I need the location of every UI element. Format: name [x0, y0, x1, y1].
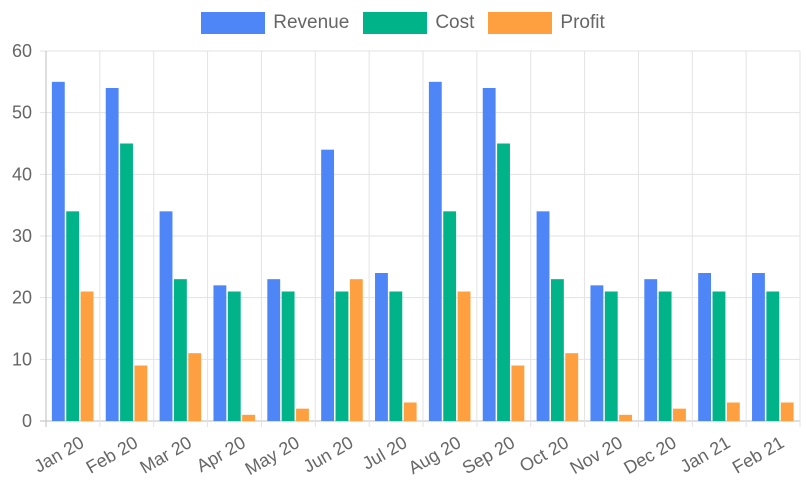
legend-swatch-profit — [488, 12, 553, 34]
bar-cost — [335, 291, 349, 421]
bar-revenue — [267, 279, 281, 421]
bar-profit — [134, 365, 148, 421]
x-tick-label: Nov 20 — [566, 432, 625, 478]
bar-revenue — [159, 211, 173, 421]
bar-cost — [604, 291, 618, 421]
y-tick-label: 30 — [12, 226, 32, 246]
y-tick-label: 50 — [12, 103, 32, 123]
x-tick-label: Jan 20 — [31, 432, 88, 476]
bar-cost — [712, 291, 726, 421]
bar-profit — [188, 353, 202, 421]
bar-profit — [296, 408, 309, 421]
bar-profit — [726, 402, 740, 421]
x-tick-label: Dec 20 — [620, 432, 679, 478]
legend-label-profit: Profit — [560, 12, 605, 33]
bar-revenue — [536, 211, 550, 421]
bar-cost — [497, 143, 510, 421]
legend-swatch-cost — [363, 12, 428, 34]
bar-revenue — [482, 88, 496, 421]
bar-revenue — [698, 273, 712, 421]
x-tick-label: Jan 21 — [677, 432, 734, 476]
legend-item-revenue[interactable]: Revenue — [201, 12, 349, 34]
bar-revenue — [105, 88, 119, 421]
bar-profit — [349, 279, 363, 421]
legend-label-revenue: Revenue — [273, 12, 350, 33]
bar-cost — [550, 279, 564, 421]
x-tick-label: May 20 — [242, 432, 303, 479]
bar-cost — [120, 143, 133, 421]
bar-cost — [766, 291, 780, 421]
y-tick-label: 40 — [12, 164, 32, 184]
x-tick-label: Sep 20 — [459, 432, 518, 478]
y-tick-label: 0 — [22, 411, 32, 431]
legend-label-cost: Cost — [435, 12, 475, 33]
bar-profit — [780, 402, 794, 421]
legend: Revenue Cost Profit — [0, 12, 806, 34]
bar-revenue — [428, 81, 442, 421]
bar-revenue — [321, 149, 335, 421]
bar-cost — [66, 211, 80, 421]
x-tick-label: Aug 20 — [405, 432, 464, 478]
bar-cost — [658, 291, 672, 421]
bar-revenue — [752, 273, 765, 421]
bar-cost — [281, 291, 295, 421]
y-tick-label: 10 — [12, 349, 32, 369]
bar-revenue — [213, 285, 227, 421]
legend-swatch-revenue — [201, 12, 266, 34]
x-tick-label: Jul 20 — [359, 432, 411, 473]
bar-cost — [389, 291, 403, 421]
bar-profit — [673, 408, 686, 421]
bar-revenue — [590, 285, 604, 421]
bar-profit — [565, 353, 579, 421]
x-tick-label: Feb 20 — [83, 432, 142, 477]
legend-item-profit[interactable]: Profit — [488, 12, 605, 34]
y-tick-label: 20 — [12, 288, 32, 308]
bar-cost — [173, 279, 187, 421]
bar-profit — [403, 402, 417, 421]
x-tick-label: Mar 20 — [137, 432, 196, 477]
bar-profit — [457, 291, 471, 421]
x-tick-label: Oct 20 — [516, 432, 572, 476]
x-tick-label: Feb 21 — [729, 432, 788, 477]
bar-revenue — [375, 273, 388, 421]
bar-cost — [227, 291, 241, 421]
bar-revenue — [644, 279, 658, 421]
bar-profit — [80, 291, 94, 421]
bar-profit — [242, 414, 256, 421]
bar-revenue — [51, 81, 65, 421]
legend-item-cost[interactable]: Cost — [363, 12, 474, 34]
x-tick-label: Jun 20 — [300, 432, 357, 476]
x-tick-label: Apr 20 — [193, 432, 249, 476]
bar-cost — [443, 211, 457, 421]
bar-profit — [619, 414, 633, 421]
bar-profit — [511, 365, 525, 421]
y-tick-label: 60 — [12, 41, 32, 61]
